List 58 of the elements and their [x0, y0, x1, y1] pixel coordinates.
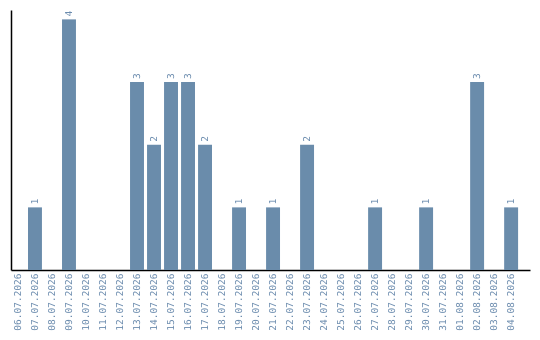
- bar: [198, 144, 212, 270]
- bar: [147, 144, 161, 270]
- data-label: 1: [506, 198, 518, 204]
- bar: [164, 82, 178, 270]
- data-label: 3: [183, 73, 194, 80]
- bar: [419, 207, 434, 270]
- x-tick-label: 15.07.2026: [166, 273, 178, 331]
- data-label: 2: [149, 136, 160, 142]
- bar: [28, 207, 42, 270]
- bar: [266, 207, 280, 270]
- x-tick-label: 03.08.2026: [489, 273, 500, 331]
- x-tick-label: 22.07.2026: [285, 273, 296, 331]
- x-tick-label: 07.07.2026: [30, 273, 41, 331]
- x-tick-label: 12.07.2026: [115, 273, 126, 331]
- data-label: 4: [64, 10, 75, 16]
- x-tick-label: 14.07.2026: [149, 273, 160, 331]
- x-tick-label: 29.07.2026: [404, 273, 416, 331]
- x-tick-label: 31.07.2026: [438, 273, 450, 331]
- x-tick-label: 18.07.2026: [217, 273, 228, 331]
- x-tick-label: 08.07.2026: [46, 273, 58, 331]
- bar: [470, 82, 484, 270]
- x-tick-label: 13.07.2026: [132, 273, 144, 331]
- x-tick-label: 02.08.2026: [472, 273, 484, 331]
- data-label: 1: [30, 198, 41, 204]
- bar: [181, 82, 195, 270]
- bar: [130, 82, 144, 270]
- x-tick-label: 27.07.2026: [370, 273, 382, 331]
- data-label: 1: [421, 198, 432, 204]
- x-tick-label: 06.07.2026: [12, 273, 24, 331]
- x-tick-label: 23.07.2026: [302, 273, 314, 331]
- x-tick-label: 10.07.2026: [80, 273, 92, 331]
- bar: [232, 207, 246, 270]
- bar: [300, 144, 314, 270]
- x-tick-label: 04.08.2026: [506, 273, 518, 331]
- data-label: 3: [166, 73, 178, 80]
- data-label: 2: [200, 136, 212, 142]
- x-tick-label: 16.07.2026: [183, 273, 194, 331]
- data-label: 1: [268, 198, 280, 204]
- data-label: 3: [472, 73, 484, 80]
- x-tick-label: 25.07.2026: [336, 273, 348, 331]
- x-tick-label: 20.07.2026: [251, 273, 262, 331]
- x-tick-label: 11.07.2026: [98, 273, 109, 331]
- data-label: 2: [302, 136, 314, 142]
- bar: [504, 207, 518, 270]
- x-tick-label: 17.07.2026: [200, 273, 212, 331]
- data-label: 3: [132, 73, 144, 80]
- x-tick-label: 30.07.2026: [421, 273, 432, 331]
- x-tick-label: 28.07.2026: [387, 273, 398, 331]
- x-tick-label: 21.07.2026: [268, 273, 280, 331]
- x-tick-label: 24.07.2026: [319, 273, 330, 331]
- data-label: 1: [234, 198, 246, 204]
- data-label: 1: [370, 198, 382, 204]
- bar: [62, 19, 76, 270]
- x-tick-label: 19.07.2026: [234, 273, 246, 331]
- x-tick-label: 26.07.2026: [353, 273, 364, 331]
- x-tick-label: 01.08.2026: [455, 273, 466, 331]
- bar: [368, 207, 382, 270]
- x-tick-label: 09.07.2026: [64, 273, 75, 331]
